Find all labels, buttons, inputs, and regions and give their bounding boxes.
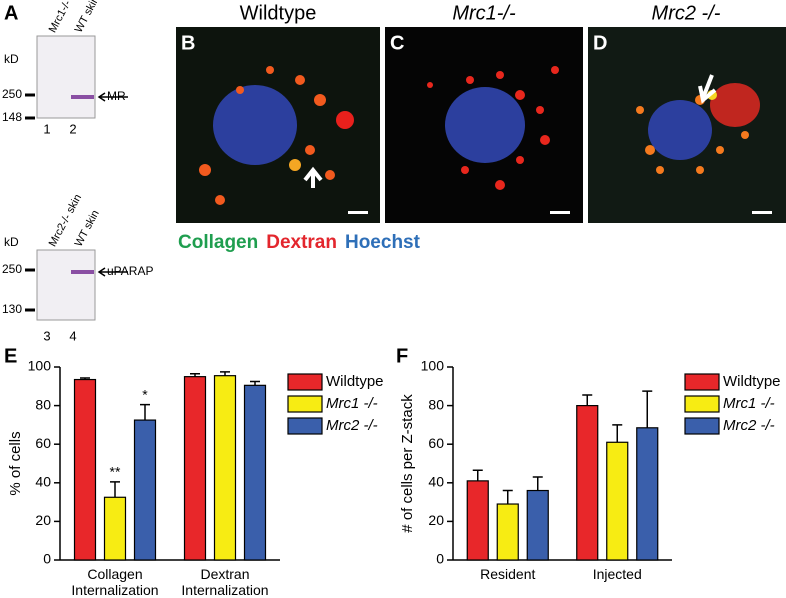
blot-membrane: [36, 35, 96, 119]
stain-label: Dextran: [266, 232, 337, 253]
significance: *: [142, 386, 148, 402]
y-tick-label: 80: [35, 396, 51, 412]
legend-label: Mrc1 -/-: [326, 395, 378, 412]
legend-swatch: [287, 417, 323, 435]
error-bar: [250, 380, 260, 386]
marker-label: 148: [2, 110, 22, 124]
error-bar: [582, 394, 593, 406]
bar: [133, 419, 157, 561]
band-label: MR: [107, 89, 126, 103]
error-bar: [612, 424, 623, 443]
y-tick-label: 80: [428, 396, 444, 412]
y-tick-label: 60: [428, 435, 444, 451]
bar: [606, 441, 629, 561]
x-tick-label: Resident: [480, 566, 536, 582]
marker-label: 250: [2, 262, 22, 276]
y-tick-label: 40: [35, 474, 51, 490]
y-tick-label: 100: [28, 358, 52, 374]
lane-number: 3: [43, 328, 50, 343]
blot-band: [71, 270, 94, 274]
legend-swatch: [684, 417, 720, 435]
image-title: Mrc2 -/-: [652, 2, 721, 24]
panel-label: D: [593, 32, 607, 54]
error-bar: [110, 481, 120, 498]
error-bar: [140, 403, 150, 421]
y-axis-label: # of cells per Z-stack: [399, 394, 416, 533]
panel-label: F: [396, 345, 408, 367]
bar: [183, 376, 207, 561]
bar: [73, 378, 97, 561]
lane-label: WT skin: [73, 0, 102, 35]
marker-label: 130: [2, 302, 22, 316]
lane-number: 2: [69, 121, 76, 136]
bar: [466, 480, 489, 561]
y-tick-label: 100: [421, 358, 445, 374]
x-tick-label: Injected: [592, 566, 642, 582]
error-bar: [220, 371, 230, 376]
image-title: Wildtype: [240, 2, 317, 24]
panel-label: E: [4, 345, 17, 367]
marker-tick: [25, 308, 35, 312]
bar: [243, 384, 267, 561]
marker-tick: [25, 116, 35, 120]
marker-label: 250: [2, 87, 22, 101]
marker-tick: [25, 268, 35, 272]
error-bar: [642, 390, 653, 428]
micrograph: [385, 27, 583, 223]
y-tick-label: 20: [35, 512, 51, 528]
lane-number: 4: [69, 328, 76, 343]
y-tick-label: 60: [35, 435, 51, 451]
error-bar: [472, 469, 483, 481]
micrograph: [176, 27, 380, 223]
bar: [213, 375, 237, 561]
x-tick-label: Dextran Internalization: [181, 566, 269, 598]
y-tick-label: 0: [43, 551, 51, 567]
panel-label: A: [4, 2, 18, 24]
y-axis-label: % of cells: [7, 431, 24, 495]
legend-label: Wildtype: [326, 373, 384, 390]
bar: [103, 496, 127, 561]
bar: [496, 503, 519, 561]
legend-swatch: [684, 395, 720, 413]
bar: [526, 489, 549, 561]
legend-label: Mrc2 -/-: [723, 417, 775, 434]
legend-swatch: [287, 395, 323, 413]
y-tick-label: 40: [428, 474, 444, 490]
error-bar: [502, 489, 513, 505]
y-tick-label: 20: [428, 512, 444, 528]
unit-label: kD: [4, 235, 19, 249]
legend-label: Mrc1 -/-: [723, 395, 775, 412]
marker-tick: [25, 93, 35, 97]
lane-number: 1: [43, 121, 50, 136]
y-tick-label: 0: [436, 551, 444, 567]
band-label: uPARAP: [107, 264, 153, 278]
stain-label: Collagen: [178, 232, 258, 253]
legend-label: Wildtype: [723, 373, 781, 390]
lane-label: WT skin: [73, 208, 102, 249]
band-arrow: [97, 92, 128, 102]
error-bar: [532, 476, 543, 491]
panel-label: B: [181, 32, 195, 54]
stain-label: Hoechst: [345, 232, 421, 253]
legend-swatch: [287, 373, 323, 391]
blot-band: [71, 95, 94, 99]
micrograph: [588, 27, 786, 223]
image-title: Mrc1-/-: [452, 2, 516, 24]
panel-label: C: [390, 32, 404, 54]
significance: **: [110, 464, 121, 480]
band-arrow: [97, 267, 128, 277]
x-tick-label: Collagen Internalization: [71, 566, 159, 598]
bar: [636, 427, 659, 561]
unit-label: kD: [4, 52, 19, 66]
legend-swatch: [684, 373, 720, 391]
legend-label: Mrc2 -/-: [326, 417, 378, 434]
bar: [576, 405, 599, 561]
blot-membrane: [36, 249, 96, 321]
